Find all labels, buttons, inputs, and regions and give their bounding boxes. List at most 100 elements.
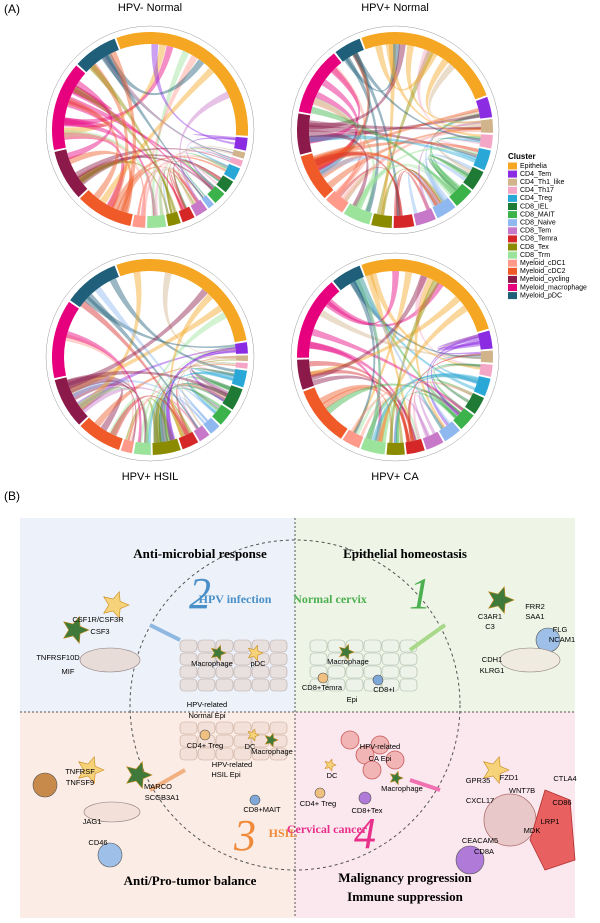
chord-ribbon — [369, 273, 481, 370]
chord-ribbon — [374, 399, 393, 443]
legend-label: CD4_Treg — [520, 195, 552, 202]
chord-ribbon — [94, 364, 236, 427]
chord-sector — [438, 421, 460, 442]
chord-sector — [343, 203, 373, 225]
chord-ribbon — [78, 386, 123, 432]
chord-sector — [473, 376, 491, 397]
chord-ribbon — [309, 120, 481, 130]
chord-sector — [223, 163, 241, 181]
stage-name: Cervical cancer — [287, 822, 368, 836]
chord-sector — [52, 301, 79, 379]
chord-sector — [178, 206, 195, 223]
chord-ribbon — [428, 155, 469, 189]
chord-sector — [342, 429, 364, 449]
chord-sector — [207, 185, 225, 204]
chord-ribbon — [190, 348, 236, 396]
cell-label: MARCO — [144, 782, 172, 791]
chart-title: HPV+ CA — [371, 471, 419, 483]
epithelial-cell — [197, 747, 216, 761]
chord-ribbon — [425, 154, 473, 201]
epithelial-cell — [79, 647, 141, 673]
chord-ribbon — [162, 166, 206, 215]
epithelial-cell — [179, 652, 198, 666]
cell-label: C3AR1 — [478, 612, 502, 621]
chord-ribbon — [140, 171, 183, 216]
legend-label: Myeloid_cDC1 — [520, 260, 566, 267]
stage-name: Normal cervix — [293, 592, 367, 606]
chord-ribbon — [393, 171, 430, 217]
legend-label: CD8_Temra — [520, 236, 557, 243]
chord-sector — [361, 259, 489, 333]
chord-sector — [79, 190, 133, 227]
chord-ribbon — [309, 341, 416, 442]
legend-label: Myeloid_macrophage — [520, 284, 587, 291]
section-header: Immune suppression — [347, 889, 463, 904]
dendritic-cell — [389, 770, 404, 786]
epithelial-cell — [179, 665, 198, 679]
chord-ribbon — [365, 274, 415, 442]
chord-ribbon — [190, 358, 236, 396]
stage-name: HSIL — [269, 826, 298, 840]
cell-label: CD46 — [88, 838, 107, 847]
chord-sector — [54, 149, 88, 198]
chord-ribbon — [192, 357, 236, 366]
chord-outline — [290, 252, 500, 462]
epithelial-cell — [251, 747, 270, 761]
chord-ribbon — [436, 334, 481, 349]
epithelial-cell — [269, 652, 288, 666]
cell-label: pDC — [250, 659, 266, 668]
chord-ribbon — [125, 398, 174, 441]
chord-ribbon — [144, 362, 236, 443]
cell-label: CD4+ Treg — [187, 741, 223, 750]
chord-ribbon — [437, 342, 481, 351]
legend-label: CD8_Trm — [520, 252, 550, 259]
arrow — [409, 778, 441, 792]
chord-sector — [296, 113, 312, 155]
chord-ribbon — [428, 63, 481, 124]
chord-ribbon — [380, 44, 396, 216]
chord-ribbon — [395, 392, 458, 443]
epithelial-cell — [269, 678, 288, 692]
dendritic-cell — [483, 755, 510, 785]
chord-sector — [190, 199, 208, 217]
epithelial-cell — [251, 721, 270, 735]
chord-sector — [335, 38, 364, 62]
dendritic-cell — [247, 728, 260, 742]
legend-swatch — [508, 251, 517, 259]
cell-label: TNFSF9 — [66, 778, 94, 787]
chord-sector — [178, 431, 199, 450]
chord-ribbon — [184, 153, 228, 191]
chord-ribbon — [69, 378, 137, 442]
panel-label: (A) — [4, 2, 20, 16]
legend-swatch — [508, 243, 517, 251]
chord-ribbon — [94, 286, 209, 422]
cell-label: Macrophage — [327, 657, 369, 666]
epithelial-cell — [309, 652, 328, 666]
epithelial-cell — [179, 721, 198, 735]
cell-label: CDH1 — [482, 655, 502, 664]
panel-label: (B) — [4, 489, 20, 503]
section-header: Anti/Pro-tumor balance — [124, 873, 257, 888]
chord-sector — [449, 183, 472, 207]
epithelial-cell — [179, 639, 198, 653]
chord-sector — [132, 214, 146, 228]
legend-label: CD8_Tem — [520, 228, 551, 235]
chord-ribbon — [169, 293, 213, 438]
chord-ribbon — [434, 125, 481, 174]
chord-ribbon — [186, 149, 231, 185]
chord-sector — [52, 65, 86, 151]
tumor-cell — [529, 789, 576, 871]
cell-label: SAA1 — [525, 612, 544, 621]
epithelial-cell — [179, 734, 198, 748]
stage-number: 4 — [354, 809, 376, 858]
chord-ribbon — [111, 156, 227, 210]
chord-ribbon — [312, 375, 417, 441]
cell-label: MDK — [524, 826, 541, 835]
chord-ribbon — [313, 107, 479, 164]
chord-ribbon — [437, 336, 481, 355]
epithelial-cell — [499, 647, 561, 673]
cell-label: CA Epi — [369, 754, 392, 763]
arrow — [149, 768, 186, 792]
dendritic-cell — [126, 760, 153, 790]
chord-sector — [229, 156, 244, 167]
